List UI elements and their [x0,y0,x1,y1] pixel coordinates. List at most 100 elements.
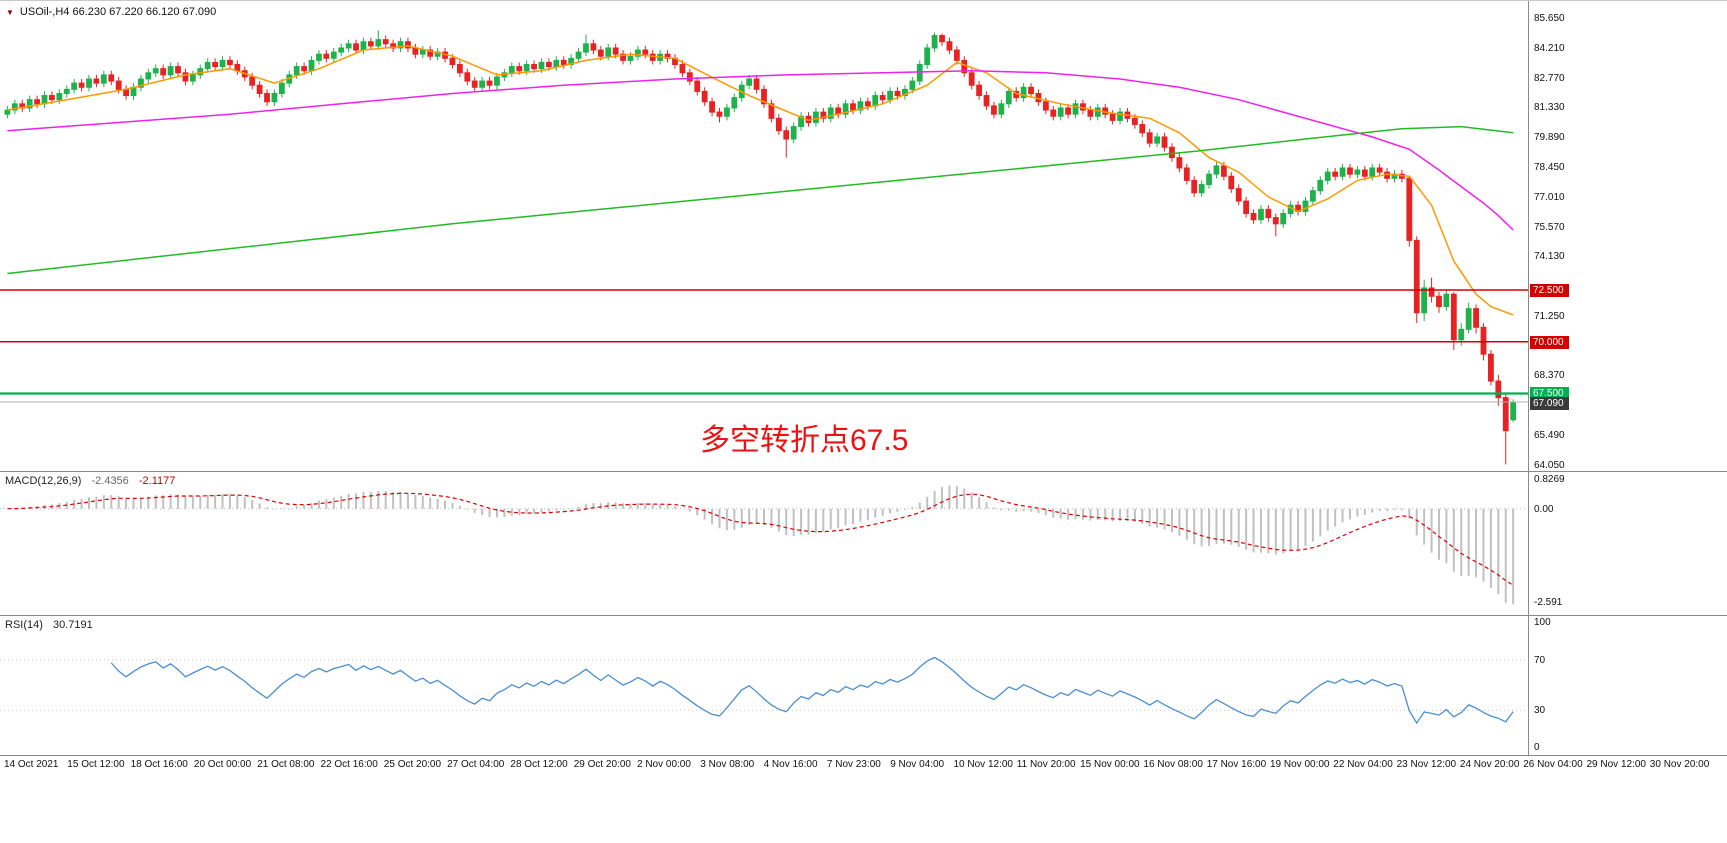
candle-body [746,78,753,86]
time-axis-label: 17 Nov 16:00 [1206,759,1267,770]
candle-body [635,49,641,57]
candle-body [820,111,827,119]
candle-body [1131,117,1138,126]
candle-body [249,76,256,86]
candle-body [1436,295,1442,308]
candle-body [278,82,285,94]
candle-body [175,66,181,74]
candle-body [946,41,953,51]
rsi-value: 30.7191 [52,619,93,631]
price-axis-label: 85.650 [1534,12,1565,24]
time-axis-label: 28 Oct 12:00 [510,759,568,770]
candle-body [330,51,337,59]
time-axis-label: 26 Nov 04:00 [1523,759,1583,770]
price-badge-70.000: 70.000 [1530,335,1569,349]
candle-body [345,43,352,49]
price-axis-label: 74.130 [1534,251,1565,263]
price-axis-label: 79.890 [1534,132,1565,144]
candle-body [1183,167,1190,181]
candle-body [1413,239,1420,314]
price-axis-label: 71.250 [1534,310,1565,322]
time-axis-label: 15 Nov 00:00 [1080,759,1140,770]
main-chart-panel[interactable]: ▼ USOil-,H4 66.230 67.220 66.120 67.090 … [0,1,1528,471]
candle-body [1139,124,1146,134]
candle-body [864,101,871,107]
candle-body [968,72,975,86]
candle-body [694,80,701,92]
candle-body [1339,167,1346,177]
macd-panel[interactable]: MACD(12,26,9) -2.4356 -2.1177 [0,472,1528,615]
time-axis[interactable]: 14 Oct 2021 15 Oct 12:00 18 Oct 16:00 20 Oc… [0,757,1727,781]
candle-body [26,99,33,109]
time-axis-label: 10 Nov 12:00 [953,759,1014,770]
price-axis-label: 75.570 [1534,221,1565,233]
macd-axis: 0.8269 0.00 -2.591 [1529,472,1727,615]
candle-body [1495,380,1502,399]
candle-body [479,80,486,88]
candle-body [1317,179,1324,192]
candle-body [449,57,456,66]
macd-signal-line [7,492,1514,586]
candle-body [879,95,886,101]
macd-axis-label: -2.591 [1534,597,1563,609]
candle-body [4,109,11,115]
price-axis-label: 68.370 [1534,370,1565,382]
candle-body [1065,107,1072,115]
candle-body [627,55,634,61]
candle-body [939,35,945,43]
candle-body [1220,165,1227,177]
time-axis-label: 3 Nov 08:00 [700,759,755,770]
candle-body [642,49,649,55]
candle-body [1473,308,1479,328]
time-axis-label: 14 Oct 2021 [4,759,59,770]
candle-body [1309,190,1316,202]
candle-body [1421,287,1428,314]
candle-body [115,80,122,90]
time-axis-label: 24 Nov 20:00 [1459,759,1520,770]
candle-body [827,107,834,119]
candle-body [182,72,189,82]
candle-body [293,66,300,76]
candle-body [152,68,159,74]
time-axis-label: 22 Nov 04:00 [1333,759,1393,770]
candle-body [991,105,997,115]
candle-body [11,103,18,111]
candle-body [360,41,367,51]
candle-body [1376,167,1383,173]
price-axis-label: 64.050 [1534,459,1565,471]
candles-group [4,30,1517,465]
candle-body [976,84,983,97]
price-badge-72.500: 72.500 [1530,284,1569,298]
candle-body [523,64,530,72]
candle-body [1272,217,1279,225]
rsi-label: RSI(14) [5,619,43,631]
candle-body [768,103,775,119]
rsi-axis-label: 70 [1534,654,1546,666]
candle-body [160,68,167,76]
candle-body [872,95,879,107]
candle-body [1005,90,1012,105]
candle-body [316,53,322,61]
candle-body [605,47,612,57]
candle-body [1302,200,1309,212]
candle-body [34,99,40,105]
candle-body [1480,326,1487,355]
price-axis[interactable]: 72.500 70.000 67.500 67.090 85.650 84.210 82.7… [1529,1,1727,471]
price-axis-label: 81.330 [1534,102,1565,114]
time-axis-label: 18 Oct 16:00 [130,759,188,770]
candle-body [486,80,493,86]
candle-body [338,47,345,53]
time-axis-label: 16 Nov 08:00 [1143,759,1203,770]
candle-body [419,49,426,55]
candle-body [375,39,382,47]
candle-body [1176,157,1183,169]
slow-ma-line [7,125,1514,275]
candle-body [1169,146,1175,159]
macd-axis-label: 0.8269 [1534,473,1565,485]
rsi-panel[interactable]: RSI(14) 30.7191 [0,616,1528,754]
candle-body [724,107,730,117]
candle-body [1191,179,1198,194]
time-axis-label: 22 Oct 16:00 [320,759,378,770]
candle-body [71,82,78,90]
